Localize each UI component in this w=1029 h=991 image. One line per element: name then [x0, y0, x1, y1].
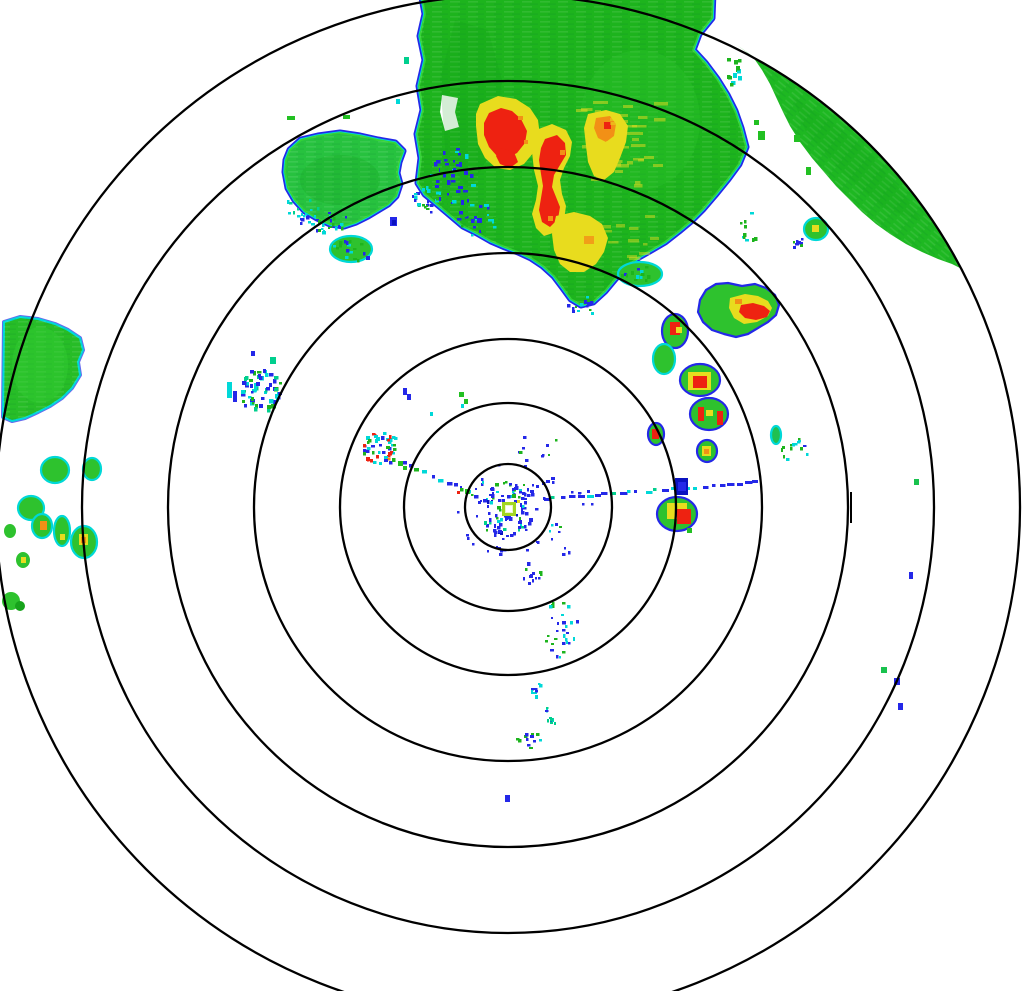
- map-line-artifact: [850, 492, 852, 523]
- range-ring: [80, 79, 936, 935]
- isolated-specks: [227, 57, 919, 802]
- range-ring: [166, 165, 850, 849]
- speckle-noise: [241, 58, 809, 750]
- range-ring: [402, 401, 614, 613]
- radar-site-marker: [502, 502, 516, 516]
- range-ring: [252, 251, 764, 763]
- echo-blobs: [1, 0, 962, 611]
- range-ring: [463, 462, 553, 552]
- range-ring: [338, 337, 678, 677]
